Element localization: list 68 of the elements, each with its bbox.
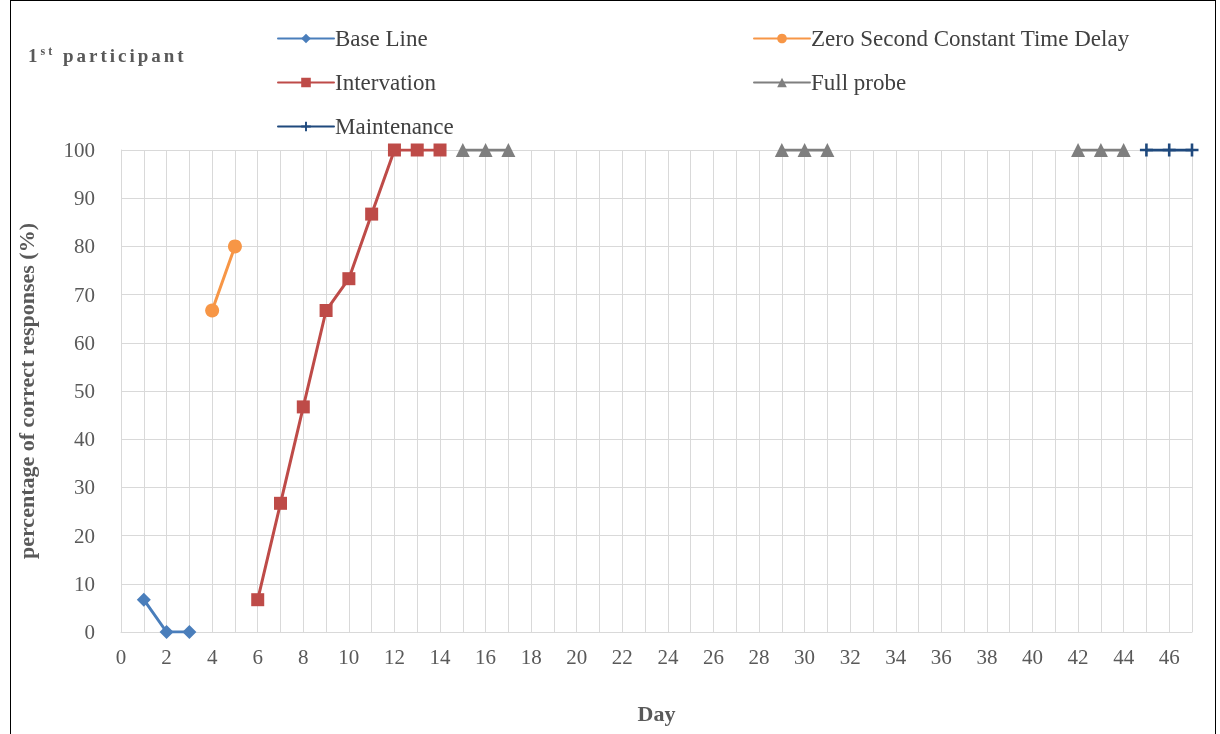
x-axis-title: Day bbox=[637, 700, 676, 726]
point bbox=[182, 625, 197, 639]
x-tick-label: 42 bbox=[1067, 644, 1089, 669]
y-tick-label: 100 bbox=[63, 138, 95, 162]
x-tick-label: 30 bbox=[794, 644, 816, 669]
point bbox=[1139, 143, 1153, 157]
x-tick-label: 28 bbox=[748, 644, 770, 669]
point bbox=[296, 400, 310, 414]
x-tick-label: 34 bbox=[885, 644, 907, 669]
y-tick-label: 50 bbox=[74, 379, 95, 403]
y-tick-label: 0 bbox=[84, 620, 95, 644]
x-tick-label: 22 bbox=[611, 644, 633, 669]
y-tick-label: 80 bbox=[74, 234, 95, 259]
point bbox=[227, 239, 242, 254]
x-tick-label: 16 bbox=[475, 644, 497, 669]
x-tick-label: 32 bbox=[839, 644, 861, 669]
point bbox=[274, 496, 288, 510]
y-tick-label: 40 bbox=[74, 427, 95, 452]
y-axis-title: percentage of correct responses (%) bbox=[13, 222, 39, 560]
point bbox=[433, 143, 447, 157]
x-tick-label: 18 bbox=[520, 644, 542, 669]
x-tick-label: 8 bbox=[298, 644, 309, 669]
x-tick-label: 6 bbox=[252, 644, 263, 669]
legend-label: Base Line bbox=[335, 26, 428, 51]
x-tick-label: 44 bbox=[1113, 644, 1135, 669]
x-tick-label: 38 bbox=[976, 644, 998, 669]
y-tick-label: 10 bbox=[74, 571, 95, 596]
point bbox=[365, 207, 379, 221]
legend-label: Full probe bbox=[811, 70, 907, 95]
legend-label: Intervation bbox=[335, 70, 437, 95]
point bbox=[342, 272, 356, 286]
x-tick-label: 2 bbox=[161, 644, 172, 669]
x-tick-label: 10 bbox=[338, 644, 360, 669]
point bbox=[1093, 143, 1108, 157]
point bbox=[410, 143, 424, 157]
point bbox=[251, 593, 265, 607]
legend-label: Maintenance bbox=[335, 114, 454, 139]
point bbox=[774, 143, 789, 157]
point bbox=[387, 143, 401, 157]
chart-title: 1$^{st}$ participant bbox=[28, 44, 187, 68]
y-tick-label: 30 bbox=[74, 475, 95, 500]
point bbox=[1162, 143, 1176, 157]
x-tick-label: 26 bbox=[702, 644, 724, 669]
legend-label: Zero Second Constant Time Delay bbox=[811, 26, 1130, 51]
x-tick-label: 40 bbox=[1021, 644, 1043, 669]
y-tick-label: 60 bbox=[74, 330, 95, 355]
x-tick-label: 14 bbox=[429, 644, 452, 669]
point bbox=[820, 143, 835, 157]
x-tick-label: 4 bbox=[206, 644, 218, 669]
y-tick-label: 70 bbox=[74, 282, 95, 307]
point bbox=[455, 143, 470, 157]
point bbox=[1116, 143, 1131, 157]
point bbox=[136, 592, 151, 607]
point bbox=[1071, 143, 1086, 157]
x-tick-label: 46 bbox=[1158, 644, 1180, 669]
point bbox=[478, 143, 493, 157]
point bbox=[159, 625, 174, 639]
point bbox=[501, 143, 516, 157]
x-tick-label: 24 bbox=[657, 644, 679, 669]
point bbox=[205, 303, 220, 318]
x-tick-label: 12 bbox=[383, 644, 405, 669]
x-tick-label: 20 bbox=[566, 644, 588, 669]
point bbox=[797, 143, 812, 157]
x-tick-label: 0 bbox=[115, 644, 127, 669]
y-tick-label: 20 bbox=[74, 523, 95, 548]
y-tick-label: 90 bbox=[74, 186, 95, 211]
point bbox=[319, 304, 333, 318]
x-tick-label: 36 bbox=[930, 644, 952, 669]
